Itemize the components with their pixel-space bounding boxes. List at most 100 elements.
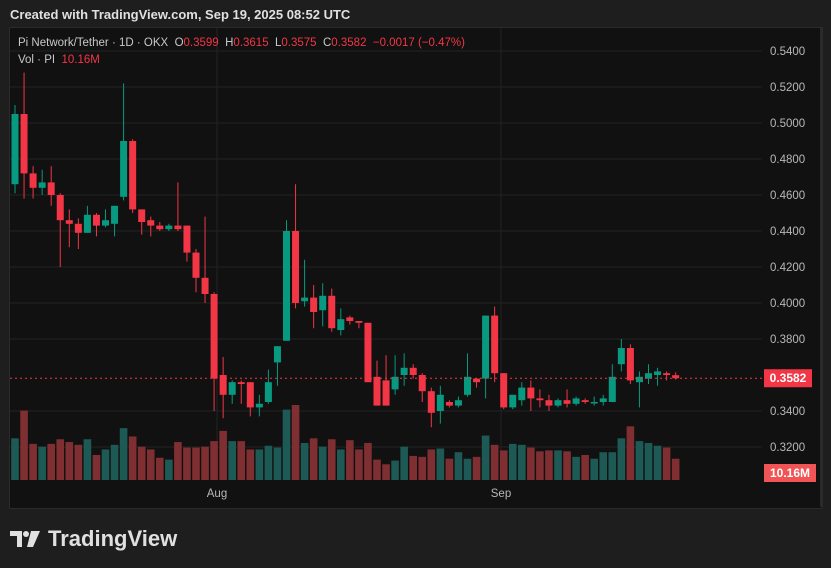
volume-bar bbox=[29, 443, 37, 480]
volume-label[interactable]: Vol · PI bbox=[18, 54, 56, 66]
candle-body bbox=[346, 317, 354, 321]
candle-body bbox=[536, 398, 544, 401]
candle-body bbox=[608, 376, 616, 402]
candle-body bbox=[563, 400, 571, 404]
candle-body bbox=[545, 400, 553, 406]
candle-body bbox=[554, 400, 562, 406]
volume-bar bbox=[146, 449, 155, 480]
brand-name: TradingView bbox=[48, 526, 178, 551]
price-tick-label: 0.5400 bbox=[770, 46, 805, 58]
volume-bar bbox=[608, 452, 617, 480]
last-price-badge bbox=[764, 369, 812, 388]
volume-bar bbox=[373, 459, 381, 480]
volume-bar bbox=[183, 447, 191, 480]
candle-body bbox=[328, 295, 336, 329]
candle-body bbox=[400, 367, 408, 375]
candle-body bbox=[382, 380, 390, 406]
open-label: O bbox=[174, 37, 184, 49]
candle-body bbox=[29, 173, 37, 188]
candle-body bbox=[527, 387, 535, 399]
volume-bar bbox=[110, 444, 119, 480]
volume-bar bbox=[119, 428, 128, 480]
volume-bar bbox=[83, 439, 92, 480]
price-tick-label: 0.4400 bbox=[770, 226, 805, 238]
volume-bar bbox=[156, 457, 164, 480]
volume-bar bbox=[554, 450, 562, 480]
candle-body bbox=[500, 373, 508, 408]
price-tick-label: 0.4600 bbox=[770, 190, 805, 202]
change-value: −0.0017 (−0.47%) bbox=[372, 37, 465, 49]
candle-body bbox=[409, 367, 417, 375]
volume-bar bbox=[309, 438, 318, 480]
candle-body bbox=[473, 378, 481, 383]
candle-body bbox=[65, 220, 73, 224]
candle-body bbox=[364, 322, 372, 383]
volume-row: Vol · PI 10.16M bbox=[18, 52, 465, 69]
open-value: 0.3599 bbox=[183, 37, 219, 49]
candle-body bbox=[418, 375, 426, 392]
candle-body bbox=[292, 231, 300, 303]
time-axis-label: Aug bbox=[207, 488, 227, 500]
volume-bar bbox=[291, 405, 300, 480]
candle-body bbox=[246, 382, 254, 408]
candle-body bbox=[663, 373, 671, 375]
tradingview-logo-icon bbox=[10, 531, 40, 547]
volume-bar bbox=[364, 442, 372, 480]
volume-bar bbox=[327, 439, 336, 480]
symbol-title[interactable]: Pi Network/Tether · 1D · OKX bbox=[18, 37, 169, 49]
candle-body bbox=[138, 209, 146, 222]
candle-body bbox=[201, 277, 209, 294]
close-value: 0.3582 bbox=[331, 37, 367, 49]
volume-badge bbox=[764, 464, 816, 482]
volume-bar bbox=[590, 458, 598, 480]
price-tick-label: 0.5200 bbox=[770, 82, 805, 94]
candle-body bbox=[219, 375, 227, 395]
volume-bar bbox=[572, 456, 580, 480]
volume-bar bbox=[38, 446, 46, 480]
low-label: L bbox=[275, 37, 282, 49]
candle-body bbox=[464, 376, 471, 395]
ohlc-row: Pi Network/Tether · 1D · OKX O0.3599 H0.… bbox=[18, 35, 465, 52]
candle-body bbox=[111, 205, 119, 224]
volume-bar bbox=[355, 449, 363, 480]
chart-legend: Pi Network/Tether · 1D · OKX O0.3599 H0.… bbox=[18, 35, 465, 69]
volume-bar bbox=[346, 440, 354, 480]
volume-bar bbox=[563, 451, 571, 480]
candle-body bbox=[56, 195, 64, 221]
candle-body bbox=[228, 382, 236, 395]
candle-body bbox=[120, 141, 128, 197]
chart-panel[interactable] bbox=[9, 27, 823, 509]
volume-bar bbox=[617, 438, 626, 480]
candle-body bbox=[626, 348, 634, 381]
close-label: C bbox=[322, 37, 332, 49]
candle-body bbox=[454, 400, 462, 406]
volume-bar bbox=[445, 458, 454, 480]
created-with-text: Created with TradingView.com, Sep 19, 20… bbox=[10, 7, 351, 22]
volume-bar bbox=[101, 449, 110, 480]
volume-bar bbox=[527, 447, 535, 480]
volume-bar bbox=[165, 459, 173, 480]
volume-bar bbox=[427, 449, 436, 480]
candle-body bbox=[283, 231, 290, 341]
volume-bar bbox=[644, 442, 653, 480]
candle-body bbox=[147, 220, 155, 226]
volume-bar bbox=[635, 441, 644, 480]
volume-bar bbox=[174, 442, 182, 480]
volume-bar bbox=[382, 464, 390, 480]
volume-bar bbox=[228, 441, 236, 480]
volume-bar bbox=[273, 447, 282, 480]
candle-body bbox=[310, 297, 318, 312]
candle-body bbox=[581, 400, 589, 402]
candle-body bbox=[83, 214, 91, 233]
volume-bar bbox=[653, 445, 662, 480]
candle-body bbox=[273, 346, 281, 363]
volume-bar bbox=[74, 444, 83, 480]
candle-body bbox=[319, 295, 327, 311]
candle-body bbox=[47, 182, 55, 195]
volume-bar bbox=[472, 456, 481, 480]
time-axis-label: Sep bbox=[491, 488, 511, 500]
tradingview-logo[interactable]: TradingView bbox=[10, 524, 177, 554]
volume-bar bbox=[192, 447, 200, 480]
candle-body bbox=[635, 376, 643, 383]
